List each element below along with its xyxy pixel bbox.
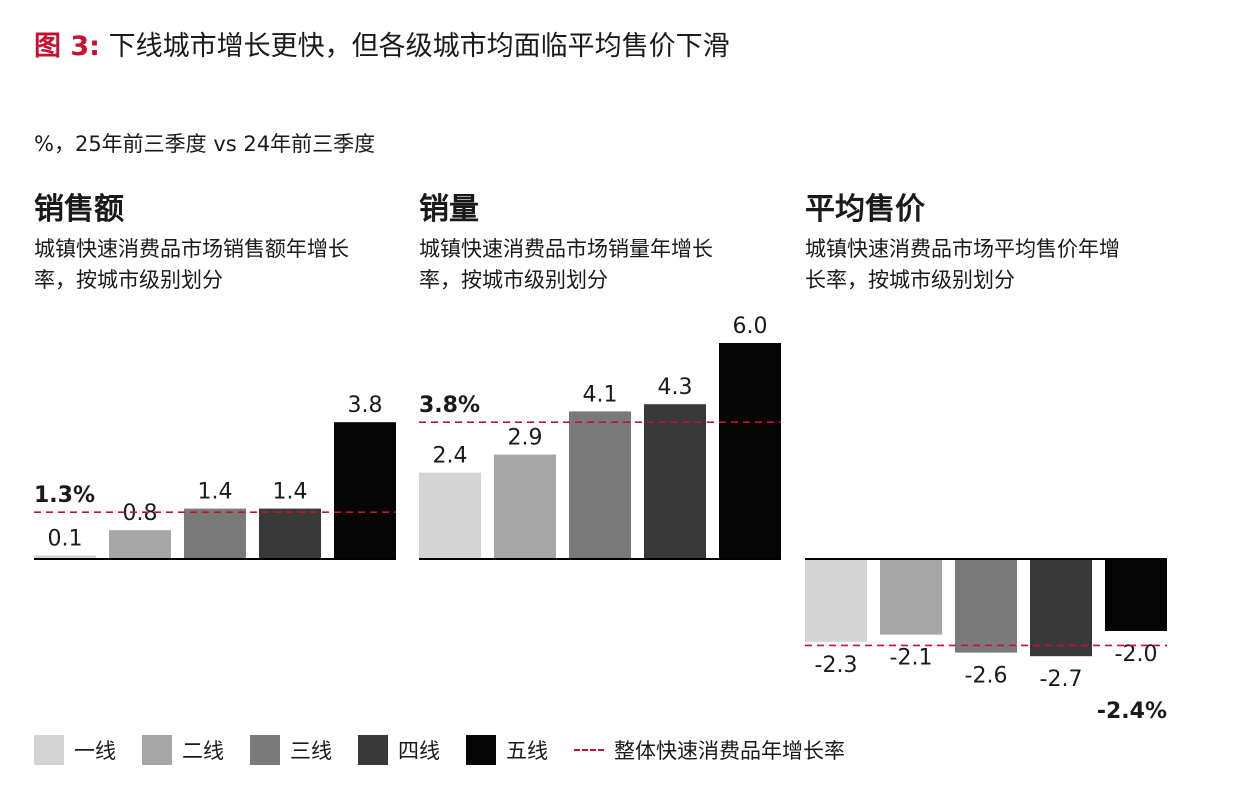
panel-title-sales: 销售额 [34, 192, 124, 227]
panel-header-volume: 销量 城镇快速消费品市场销量年增长率，按城市级别划分 [419, 184, 799, 296]
data-label-sales-tier5: 3.8 [348, 393, 383, 418]
figure-title: 下线城市增长更快，但各级城市均面临平均售价下滑 [108, 31, 730, 62]
page-title: 图 3: 下线城市增长更快，但各级城市均面临平均售价下滑 [34, 24, 730, 63]
bar-volume-tier3 [569, 411, 631, 559]
data-label-asp-tier2: -2.1 [890, 646, 933, 671]
panel-header-asp: 平均售价 城镇快速消费品市场平均售价年增长率，按城市级别划分 [805, 184, 1185, 296]
data-label-asp-tier3: -2.6 [965, 664, 1008, 689]
panel-description-volume: 城镇快速消费品市场销量年增长率，按城市级别划分 [419, 237, 713, 292]
data-label-sales-tier4: 1.4 [273, 480, 308, 505]
bar-asp-tier5 [1105, 559, 1167, 631]
legend-item-tier2: 二线 [142, 735, 224, 765]
panel-header-sales: 销售额 城镇快速消费品市场销售额年增长率，按城市级别划分 [34, 184, 414, 296]
units-subtitle: %，25年前三季度 vs 24年前三季度 [34, 132, 376, 156]
bar-sales-tier3 [184, 508, 246, 559]
legend: 一线 二线 三线 四线 五线 整体快速消费品年增长率 [34, 732, 871, 768]
legend-label-tier4: 四线 [398, 739, 440, 763]
data-label-sales-tier3: 1.4 [198, 480, 233, 505]
legend-item-tier5: 五线 [466, 735, 548, 765]
data-label-sales-tier2: 0.8 [123, 501, 158, 526]
bar-volume-tier2 [494, 454, 556, 559]
bar-asp-tier2 [880, 559, 942, 635]
panel-description-asp: 城镇快速消费品市场平均售价年增长率，按城市级别划分 [805, 237, 1120, 292]
bar-sales-tier1 [34, 555, 96, 559]
data-label-volume-tier1: 2.4 [433, 444, 468, 469]
legend-item-tier1: 一线 [34, 735, 116, 765]
legend-swatch-tier1 [34, 735, 64, 765]
bar-asp-tier1 [805, 559, 867, 642]
data-label-sales-tier1: 0.1 [48, 526, 83, 551]
legend-label-tier1: 一线 [74, 739, 116, 763]
legend-dash-overall [574, 749, 604, 751]
legend-item-tier3: 三线 [250, 735, 332, 765]
data-label-volume-tier2: 2.9 [508, 426, 543, 451]
legend-label-tier3: 三线 [290, 739, 332, 763]
bar-volume-tier1 [419, 472, 481, 559]
panel-description-sales: 城镇快速消费品市场销售额年增长率，按城市级别划分 [34, 237, 349, 292]
bar-volume-tier4 [644, 404, 706, 559]
panel-title-volume: 销量 [419, 192, 479, 227]
data-label-volume-tier3: 4.1 [583, 382, 618, 407]
bar-asp-tier4 [1030, 559, 1092, 657]
legend-swatch-tier2 [142, 735, 172, 765]
bar-sales-tier2 [109, 530, 171, 559]
reference-label-asp: -2.4% [1097, 699, 1167, 724]
legend-item-tier4: 四线 [358, 735, 440, 765]
reference-label-sales: 1.3% [34, 483, 95, 508]
bar-volume-tier5 [719, 343, 781, 559]
figure-label: 图 3: [34, 31, 100, 62]
legend-label-overall: 整体快速消费品年增长率 [614, 739, 845, 763]
legend-swatch-tier4 [358, 735, 388, 765]
reference-label-volume: 3.8% [419, 393, 480, 418]
data-label-asp-tier1: -2.3 [815, 653, 858, 678]
legend-swatch-tier5 [466, 735, 496, 765]
bar-sales-tier4 [259, 508, 321, 559]
legend-label-tier5: 五线 [506, 739, 548, 763]
bar-asp-tier3 [955, 559, 1017, 653]
bar-sales-tier5 [334, 422, 396, 559]
legend-item-overall: 整体快速消费品年增长率 [574, 735, 845, 765]
data-label-volume-tier5: 6.0 [733, 314, 768, 339]
data-label-volume-tier4: 4.3 [658, 375, 693, 400]
data-label-asp-tier4: -2.7 [1040, 667, 1083, 692]
legend-swatch-tier3 [250, 735, 280, 765]
panel-title-asp: 平均售价 [805, 192, 925, 227]
legend-label-tier2: 二线 [182, 739, 224, 763]
